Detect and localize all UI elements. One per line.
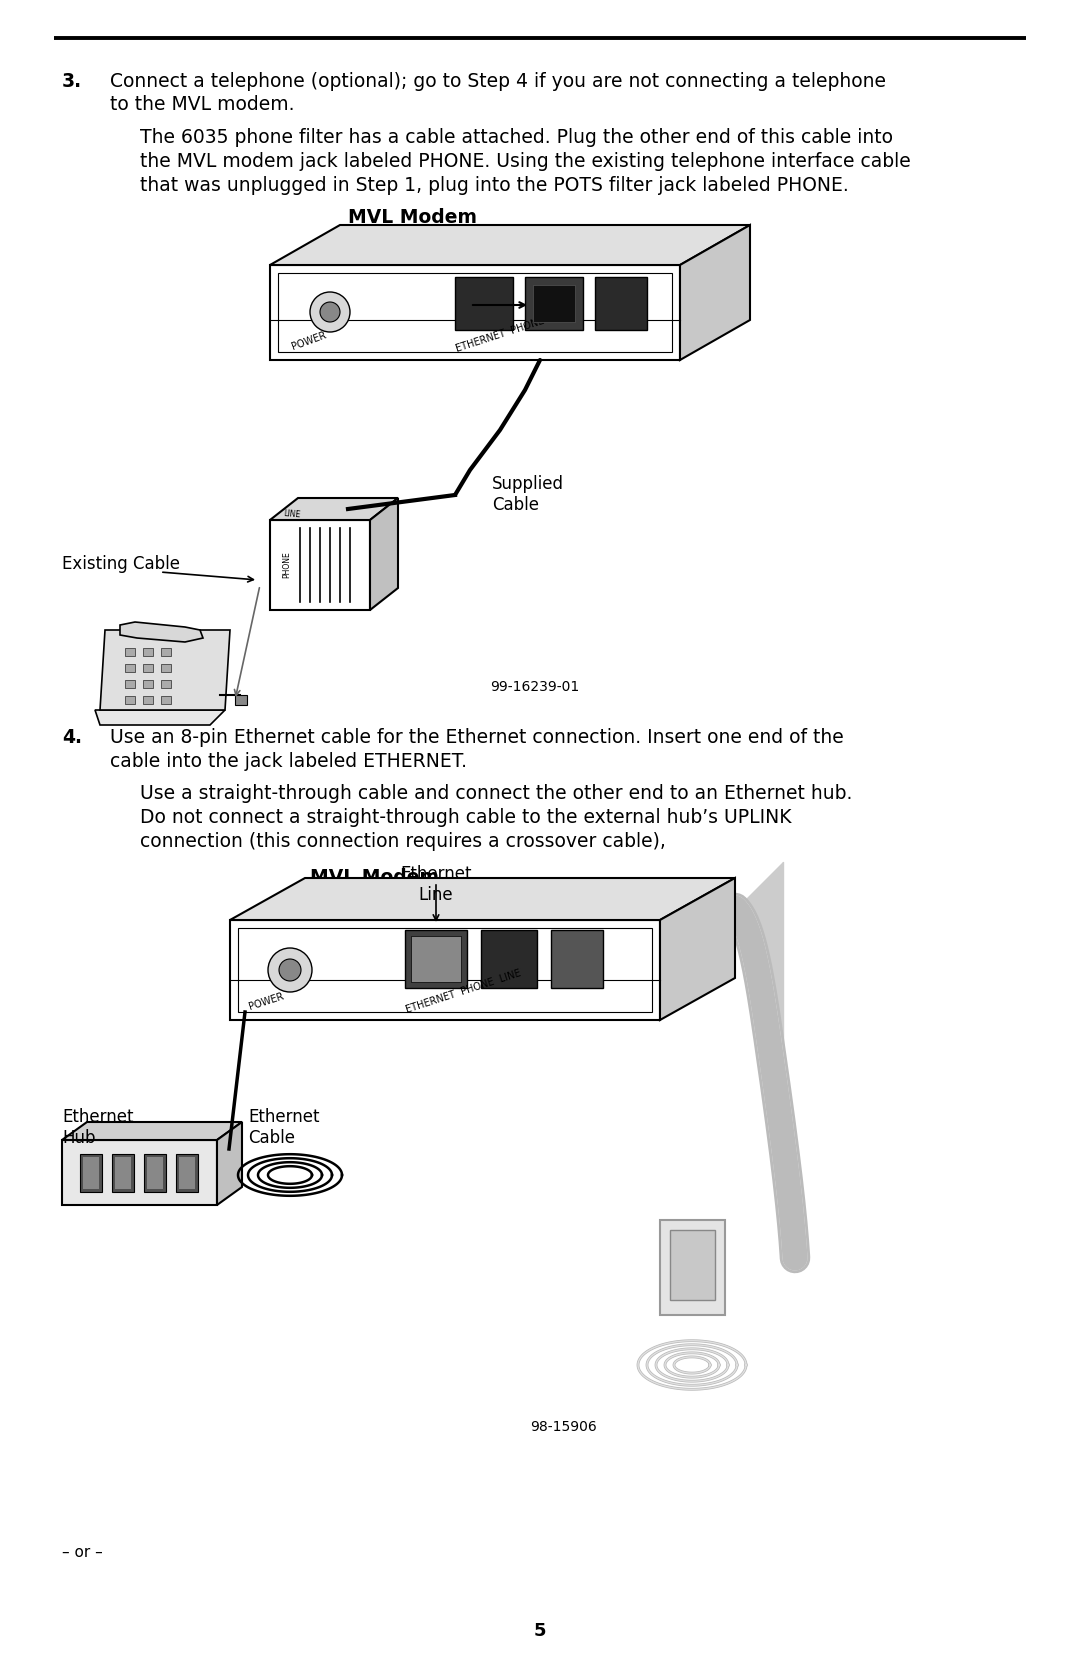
- Text: Connect a telephone (optional); go to Step 4 if you are not connecting a telepho: Connect a telephone (optional); go to St…: [110, 72, 886, 92]
- Text: Use a straight-through cable and connect the other end to an Ethernet hub.: Use a straight-through cable and connect…: [140, 784, 852, 803]
- Polygon shape: [481, 930, 537, 988]
- Polygon shape: [100, 629, 230, 709]
- Bar: [143, 679, 153, 688]
- Text: 3.: 3.: [62, 72, 82, 92]
- Text: 99-16239-01: 99-16239-01: [490, 679, 579, 694]
- Bar: [143, 648, 153, 656]
- Polygon shape: [455, 277, 513, 330]
- Text: PHONE: PHONE: [282, 552, 291, 579]
- Text: ETHERNET  PHONE  LINE: ETHERNET PHONE LINE: [455, 307, 572, 354]
- Polygon shape: [112, 1153, 134, 1192]
- Polygon shape: [62, 1122, 242, 1140]
- Bar: [125, 679, 135, 688]
- Polygon shape: [405, 930, 467, 988]
- Text: 4.: 4.: [62, 728, 82, 748]
- Bar: [161, 696, 171, 704]
- Polygon shape: [551, 930, 603, 988]
- Polygon shape: [62, 1140, 217, 1205]
- Bar: [161, 679, 171, 688]
- Text: MVL Modem: MVL Modem: [348, 209, 477, 227]
- Polygon shape: [660, 1220, 725, 1315]
- Bar: [143, 664, 153, 673]
- Text: Supplied
Cable: Supplied Cable: [492, 476, 564, 514]
- Text: LINE: LINE: [283, 509, 301, 519]
- Polygon shape: [660, 878, 735, 1020]
- Polygon shape: [147, 1157, 163, 1188]
- Polygon shape: [217, 1122, 242, 1205]
- Polygon shape: [370, 497, 399, 609]
- Polygon shape: [144, 1153, 166, 1192]
- Text: the MVL modem jack labeled PHONE. Using the existing telephone interface cable: the MVL modem jack labeled PHONE. Using …: [140, 152, 910, 170]
- Polygon shape: [595, 277, 647, 330]
- Circle shape: [320, 302, 340, 322]
- Text: – or –: – or –: [62, 1545, 103, 1561]
- Polygon shape: [179, 1157, 195, 1188]
- Bar: [161, 664, 171, 673]
- Text: cable into the jack labeled ETHERNET.: cable into the jack labeled ETHERNET.: [110, 753, 467, 771]
- Bar: [161, 648, 171, 656]
- Text: MVL Modem: MVL Modem: [310, 868, 438, 886]
- Circle shape: [279, 960, 301, 981]
- Polygon shape: [120, 623, 203, 643]
- Text: that was unplugged in Step 1, plug into the POTS filter jack labeled PHONE.: that was unplugged in Step 1, plug into …: [140, 175, 849, 195]
- Text: POWER: POWER: [248, 991, 285, 1011]
- Polygon shape: [83, 1157, 99, 1188]
- Polygon shape: [176, 1153, 198, 1192]
- Text: Ethernet
Line: Ethernet Line: [401, 865, 472, 905]
- Polygon shape: [534, 285, 575, 322]
- Polygon shape: [525, 277, 583, 330]
- Polygon shape: [270, 497, 399, 521]
- Text: ETHERNET  PHONE  LINE: ETHERNET PHONE LINE: [405, 968, 523, 1015]
- Polygon shape: [680, 225, 750, 361]
- Bar: [125, 696, 135, 704]
- Text: POWER: POWER: [291, 330, 327, 352]
- Polygon shape: [80, 1153, 102, 1192]
- Bar: [235, 694, 247, 704]
- Polygon shape: [230, 920, 660, 1020]
- Bar: [125, 648, 135, 656]
- Polygon shape: [670, 1230, 715, 1300]
- Polygon shape: [230, 878, 735, 920]
- Text: Existing Cable: Existing Cable: [62, 556, 180, 572]
- Text: connection (this connection requires a crossover cable),: connection (this connection requires a c…: [140, 833, 666, 851]
- Polygon shape: [270, 265, 680, 361]
- Polygon shape: [270, 225, 750, 265]
- Text: Do not connect a straight-through cable to the external hub’s UPLINK: Do not connect a straight-through cable …: [140, 808, 792, 828]
- Bar: [143, 696, 153, 704]
- Polygon shape: [270, 521, 370, 609]
- Text: 98-15906: 98-15906: [530, 1420, 597, 1434]
- Circle shape: [310, 292, 350, 332]
- Text: Ethernet
Cable: Ethernet Cable: [248, 1108, 320, 1147]
- Text: The 6035 phone filter has a cable attached. Plug the other end of this cable int: The 6035 phone filter has a cable attach…: [140, 129, 893, 147]
- Polygon shape: [114, 1157, 131, 1188]
- Text: Ethernet
Hub: Ethernet Hub: [62, 1108, 134, 1147]
- Text: Use an 8-pin Ethernet cable for the Ethernet connection. Insert one end of the: Use an 8-pin Ethernet cable for the Ethe…: [110, 728, 843, 748]
- Polygon shape: [95, 709, 225, 724]
- Bar: [125, 664, 135, 673]
- Text: to the MVL modem.: to the MVL modem.: [110, 95, 295, 113]
- Circle shape: [268, 948, 312, 991]
- Text: 5: 5: [534, 1622, 546, 1641]
- Polygon shape: [411, 936, 461, 981]
